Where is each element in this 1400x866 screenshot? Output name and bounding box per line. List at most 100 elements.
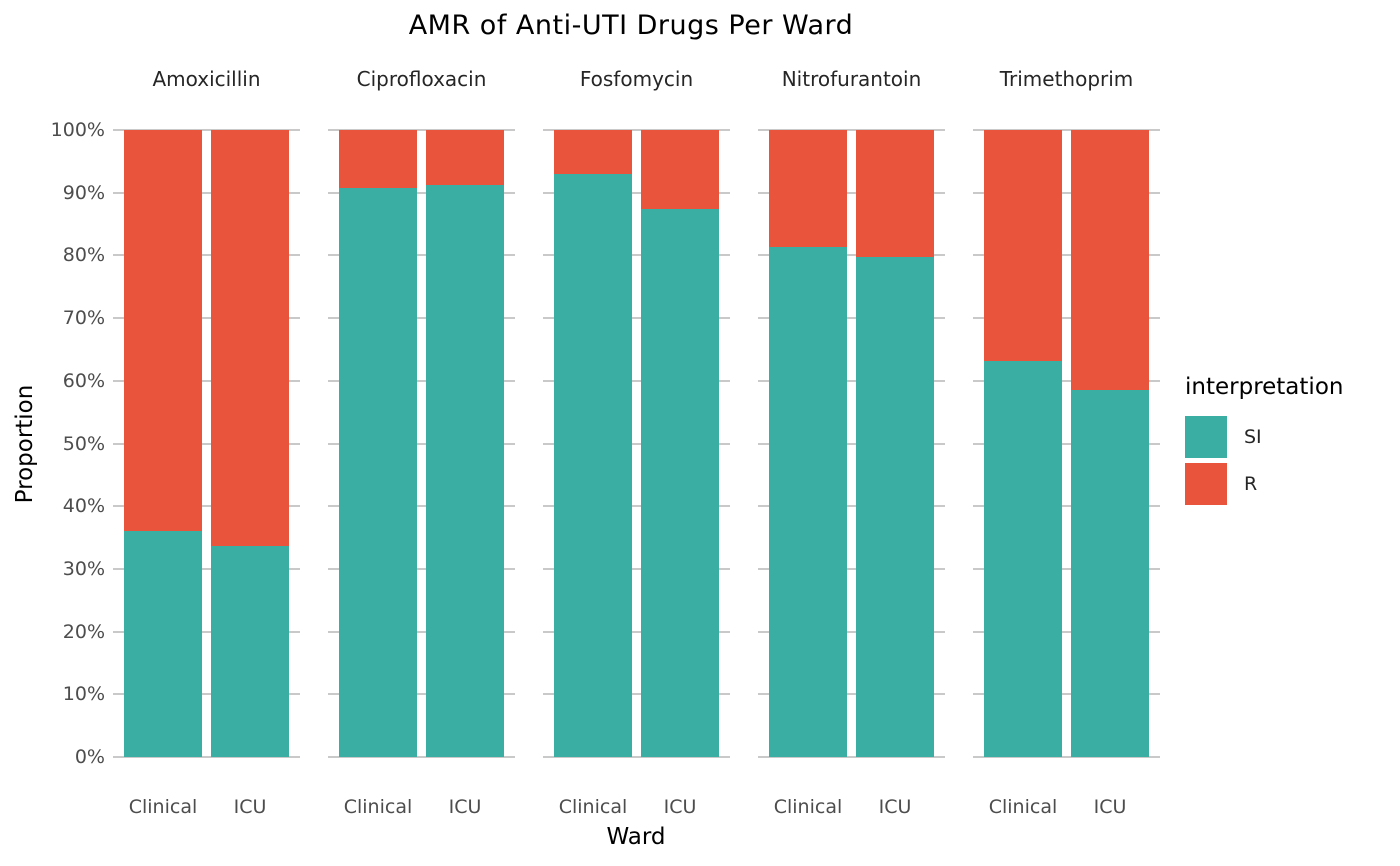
gridline: [113, 442, 300, 445]
facet-panel: [328, 129, 515, 758]
bar-segment-r: [856, 130, 934, 257]
bar-segment-si: [856, 256, 934, 757]
gridline: [973, 505, 1160, 508]
gridline: [328, 630, 515, 633]
y-tick-label: 100%: [50, 119, 105, 141]
gridline: [543, 191, 730, 194]
facet-label: Nitrofurantoin: [781, 67, 922, 91]
y-tick-label: 80%: [62, 244, 105, 267]
bar-segment-si: [769, 247, 847, 757]
x-axis-title: Ward: [606, 824, 666, 850]
gridline: [328, 191, 515, 194]
stacked-bar: [984, 130, 1062, 757]
legend-key-swatch: [1185, 416, 1227, 458]
gridline: [973, 379, 1160, 382]
gridline: [758, 254, 945, 257]
x-tick-label: ICU: [1093, 796, 1127, 818]
gridline: [328, 442, 515, 445]
bar-segment-si: [426, 184, 504, 757]
gridline: [543, 505, 730, 508]
legend-item-label: SI: [1244, 426, 1262, 448]
gridline: [328, 756, 515, 758]
bar-segment-r: [554, 130, 632, 174]
gridline: [758, 505, 945, 508]
stacked-bar: [641, 130, 719, 757]
y-tick-label: 70%: [62, 307, 105, 330]
bar-segment-si: [1071, 390, 1149, 757]
stacked-bar: [856, 130, 934, 757]
gridline: [543, 129, 730, 131]
legend: interpretation SI R: [1185, 374, 1343, 510]
facet-panel: [113, 129, 300, 758]
gridline: [973, 129, 1160, 131]
y-tick-label: 50%: [62, 432, 105, 455]
gridline: [543, 630, 730, 633]
gridline: [758, 756, 945, 758]
y-tick-label: 30%: [62, 557, 105, 580]
y-tick-label: 20%: [62, 620, 105, 643]
gridline: [543, 254, 730, 257]
gridline: [758, 693, 945, 696]
legend-item-label: R: [1244, 473, 1258, 495]
facet-panel: [758, 129, 945, 758]
stacked-bar: [554, 130, 632, 757]
bar-segment-r: [769, 130, 847, 248]
bar-segment-r: [124, 130, 202, 532]
stacked-bar: [339, 130, 417, 757]
y-tick-label: 60%: [62, 369, 105, 392]
y-tick-label: 10%: [62, 683, 105, 706]
y-tick-label: 0%: [74, 746, 105, 768]
bar-segment-si: [211, 545, 289, 757]
bar-segment-r: [339, 130, 417, 189]
gridline: [973, 693, 1160, 696]
gridline: [973, 442, 1160, 445]
gridline: [758, 317, 945, 320]
gridline: [328, 505, 515, 508]
facet-panel: [543, 129, 730, 758]
legend-item: SI: [1185, 416, 1343, 458]
gridline: [113, 379, 300, 382]
facet-label: Fosfomycin: [579, 67, 694, 91]
gridline: [113, 254, 300, 257]
bar-segment-r: [1071, 130, 1149, 391]
legend-item: R: [1185, 463, 1343, 505]
x-tick-label: Clinical: [343, 796, 413, 818]
gridline: [113, 630, 300, 633]
legend-title: interpretation: [1185, 374, 1344, 400]
stacked-bar: [426, 130, 504, 757]
gridline: [758, 442, 945, 445]
x-tick-label: ICU: [233, 796, 267, 818]
facet-label: Ciprofloxacin: [356, 67, 487, 91]
x-tick-label: ICU: [448, 796, 482, 818]
gridline: [973, 567, 1160, 570]
gridline: [113, 567, 300, 570]
x-tick-label: Clinical: [988, 796, 1058, 818]
gridline: [973, 254, 1160, 257]
bar-segment-si: [554, 173, 632, 757]
stacked-bar: [124, 130, 202, 757]
gridline: [543, 756, 730, 758]
gridline: [113, 756, 300, 758]
chart-title: AMR of Anti-UTI Drugs Per Ward: [408, 10, 854, 41]
gridline: [113, 191, 300, 194]
bar-segment-r: [211, 130, 289, 546]
x-tick-label: Clinical: [558, 796, 628, 818]
gridline: [758, 630, 945, 633]
y-tick-label: 40%: [62, 495, 105, 518]
gridline: [328, 317, 515, 320]
gridline: [973, 756, 1160, 758]
bar-segment-r: [641, 130, 719, 209]
x-tick-label: Clinical: [773, 796, 843, 818]
stacked-bar: [211, 130, 289, 757]
x-tick-label: ICU: [878, 796, 912, 818]
gridline: [758, 567, 945, 570]
gridline: [973, 317, 1160, 320]
gridline: [758, 129, 945, 131]
gridline: [328, 379, 515, 382]
facet-label: Amoxicillin: [152, 67, 261, 91]
gridline: [113, 129, 300, 131]
facet-panel: [973, 129, 1160, 758]
gridline: [113, 693, 300, 696]
bar-segment-r: [984, 130, 1062, 361]
